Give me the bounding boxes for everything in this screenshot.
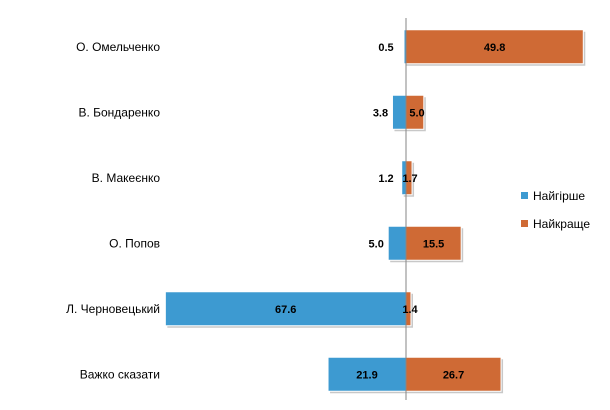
category-label: О. Омельченко [76,40,160,54]
category-label: Л. Черновецький [66,302,160,316]
bar-best [405,29,584,65]
data-label: 26.7 [443,369,464,381]
data-label: 5.0 [409,107,424,119]
data-label: 1.7 [402,173,417,185]
bar-worst [164,291,407,327]
legend-swatch [521,220,528,227]
bar-worst [327,356,407,392]
data-label: 15.5 [423,238,444,250]
data-label: 0.5 [378,42,393,54]
legend-label: Найкраще [533,217,590,231]
data-label: 3.8 [373,107,388,119]
labels-layer: О. Омельченко 0.5 49.8 В. Бондаренко 3.8 5.0 В… [66,40,505,382]
data-label: 49.8 [484,42,505,54]
bar-worst [387,225,407,261]
data-label: 5.0 [369,238,384,250]
category-label: В. Бондаренко [78,105,160,119]
bar-worst [391,94,407,130]
category-label: В. Макеєнко [92,171,161,185]
bars-layer [164,29,586,394]
data-label: 1.4 [402,304,418,316]
bar-best [405,225,462,261]
data-label: 67.6 [275,304,296,316]
bar-best [405,356,502,392]
legend-label: Найгірше [533,189,585,203]
category-label: Важко сказати [80,367,160,381]
data-label: 1.2 [378,173,393,185]
legend-swatch [521,192,528,199]
legend: Найгірше Найкраще [521,189,590,231]
category-label: О. Попов [109,236,160,250]
data-label: 21.9 [356,369,377,381]
